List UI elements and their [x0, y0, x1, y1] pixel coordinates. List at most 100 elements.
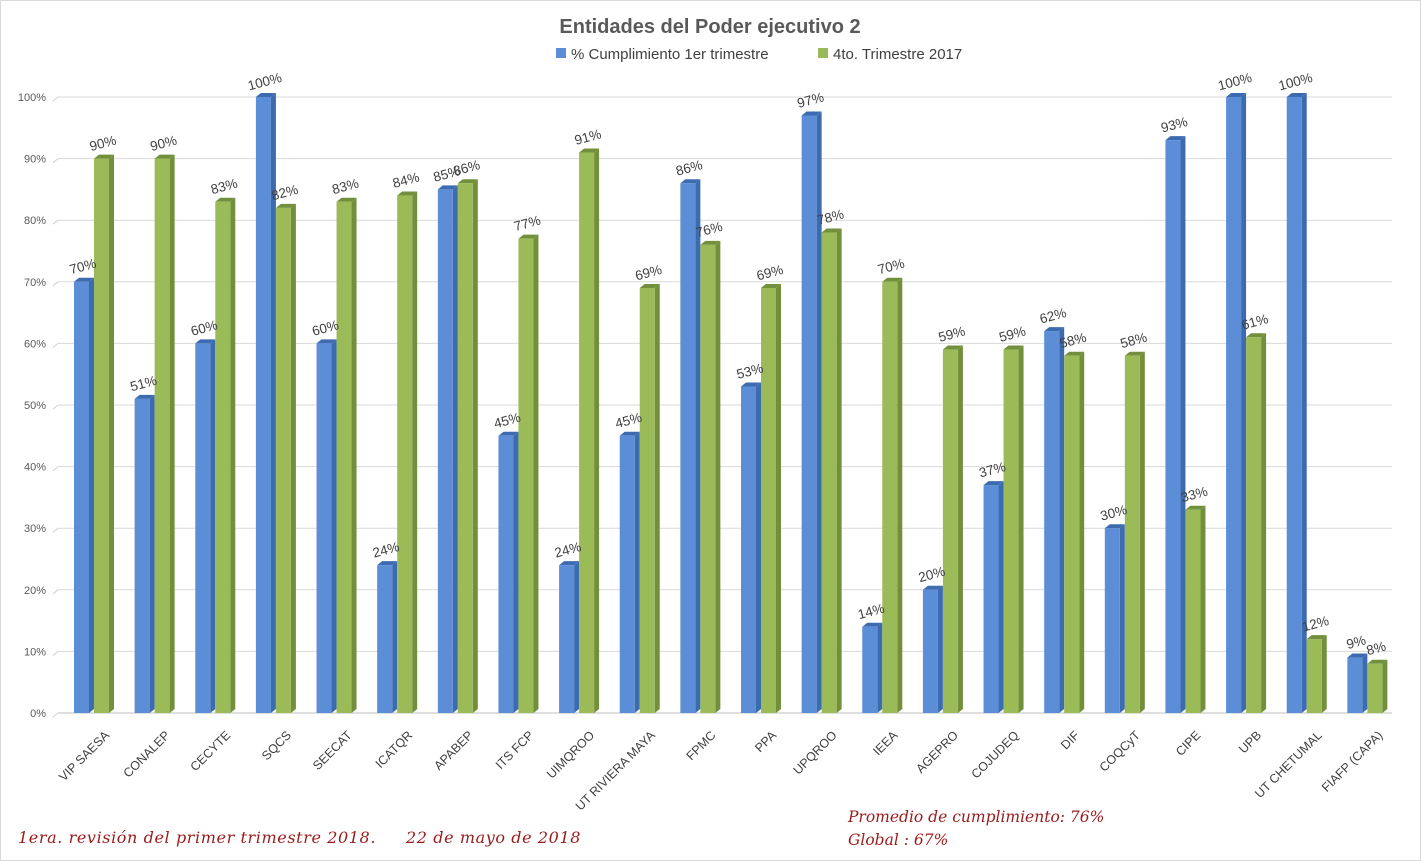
x-tick-label: ICATQR: [373, 728, 416, 771]
bar-top-1: [1104, 524, 1125, 529]
y-tick-label: 0%: [30, 708, 46, 720]
bar-top-1: [862, 622, 883, 627]
bar-top-2: [1064, 351, 1085, 356]
bar-side-2: [1321, 635, 1327, 713]
bar-top-2: [1003, 345, 1024, 350]
bar-side-1: [1362, 653, 1368, 713]
data-label-series-2: 59%: [937, 323, 967, 344]
bar-series-2: [397, 195, 413, 713]
bar-top-2: [518, 234, 539, 239]
data-label-series-2: 69%: [634, 262, 664, 283]
bar-series-1: [862, 626, 878, 713]
bar-side-1: [392, 561, 398, 713]
data-label-series-2: 59%: [997, 323, 1027, 344]
bar-series-1: [983, 485, 999, 713]
bar-series-1: [741, 386, 756, 713]
bar-side-1: [1241, 93, 1247, 713]
bar-top-1: [680, 179, 701, 184]
gridline-depth: [52, 343, 59, 348]
bar-series-2: [336, 201, 352, 713]
gridline-depth: [52, 712, 59, 718]
x-tick-label: DIF: [1058, 728, 1082, 752]
promedio-note: Promedio de cumplimiento: 76%: [848, 808, 1105, 826]
bar-side-2: [1382, 659, 1388, 713]
bar-side-2: [109, 154, 114, 714]
data-label-series-2: 12%: [1301, 613, 1331, 634]
x-tick-label: FIAFP (CAPA): [1319, 728, 1386, 795]
data-label-series-1: 24%: [553, 539, 583, 560]
bar-top-2: [579, 148, 600, 153]
data-label-series-2: 58%: [1119, 330, 1149, 351]
x-tick-label: COQCyT: [1097, 728, 1143, 774]
bar-top-1: [255, 93, 276, 97]
bar-side-2: [351, 197, 357, 714]
data-label-series-1: 9%: [1345, 632, 1368, 652]
bar-side-2: [1261, 333, 1267, 713]
bar-top-2: [1124, 351, 1145, 356]
x-tick-label: IEEA: [870, 728, 901, 759]
x-tick-label: UPB: [1236, 728, 1264, 756]
bar-top-1: [377, 561, 398, 566]
bar-side-2: [533, 234, 539, 713]
bar-top-2: [1367, 659, 1388, 664]
gridline-depth: [52, 281, 59, 287]
bar-top-1: [1347, 653, 1368, 658]
bar-series-2: [154, 158, 170, 714]
bar-side-2: [169, 154, 175, 714]
global-note: Global : 67%: [848, 831, 949, 849]
x-tick-label: CIPE: [1173, 728, 1204, 759]
data-label-series-1: 100%: [1216, 70, 1253, 93]
bar-side-1: [998, 481, 1004, 713]
y-tick-label: 100%: [18, 92, 46, 104]
x-tick-label: FPMC: [684, 728, 719, 763]
data-label-series-1: 100%: [1277, 70, 1314, 93]
bar-series-1: [801, 115, 817, 714]
x-tick-label: ITS FCP: [493, 728, 537, 772]
data-label-series-2: 33%: [1179, 484, 1209, 505]
bar-side-1: [149, 394, 155, 713]
data-label-series-2: 61%: [1240, 311, 1270, 332]
x-tick-label: UIMQROO: [544, 728, 597, 781]
bar-side-1: [210, 339, 216, 713]
bar-top-2: [336, 197, 357, 202]
bar-side-1: [1301, 93, 1307, 713]
bar-top-1: [983, 481, 1004, 486]
data-label-series-1: 60%: [189, 317, 219, 338]
bar-side-1: [513, 431, 519, 713]
bar-side-1: [1180, 136, 1186, 713]
bar-top-2: [1185, 505, 1206, 510]
bar-side-2: [836, 228, 842, 713]
revision-note: 1era. revisión del primer trimestre 2018…: [18, 828, 377, 847]
x-tick-label: COJUDEQ: [969, 728, 1022, 781]
bar-side-2: [412, 191, 418, 713]
bar-series-2: [1246, 337, 1262, 713]
bar-side-1: [877, 622, 883, 713]
legend-swatch-series-2: [818, 48, 828, 58]
y-axis: 0% 10% 20% 30% 40% 50% 60% 70% 80% 90% 100%: [18, 92, 46, 720]
bar-top-2: [94, 154, 114, 159]
bar-series-2: [94, 158, 109, 714]
bar-top-1: [741, 382, 761, 387]
bar-top-2: [761, 283, 781, 288]
gridline-depth: [52, 404, 59, 410]
bar-side-2: [472, 179, 478, 714]
legend-label-series-1: % Cumplimiento 1er trimestre: [571, 46, 769, 63]
x-tick-label: AGEPRO: [913, 728, 961, 776]
data-label-series-2: 78%: [815, 206, 845, 227]
y-tick-label: 40%: [24, 462, 46, 474]
bar-top-2: [457, 179, 478, 184]
bar-top-2: [821, 228, 842, 233]
bar-series-2: [639, 287, 655, 713]
bar-series-1: [134, 398, 150, 713]
bar-series-1: [559, 565, 575, 713]
bar-series-1: [1286, 97, 1302, 713]
bar-side-1: [756, 382, 761, 713]
bar-top-1: [498, 431, 519, 436]
data-label-series-1: 30%: [1099, 502, 1129, 523]
gridline-depth: [52, 466, 59, 471]
data-label-series-1: 20%: [917, 564, 947, 585]
data-label-series-1: 85%: [432, 163, 462, 184]
data-label-series-2: 58%: [1058, 330, 1088, 351]
bar-series-2: [1064, 355, 1080, 713]
legend-swatch-series-1: [556, 48, 566, 58]
